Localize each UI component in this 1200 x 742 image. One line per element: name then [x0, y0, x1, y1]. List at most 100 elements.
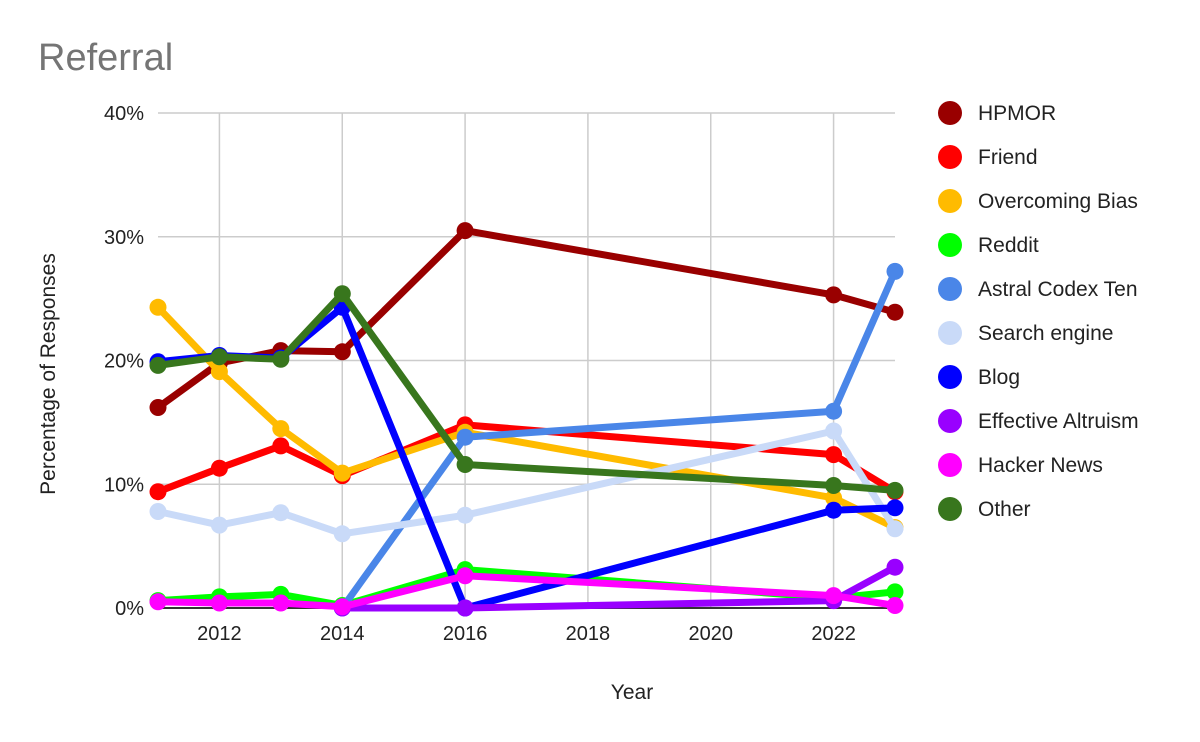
data-point — [825, 489, 843, 507]
data-point — [210, 516, 228, 534]
legend-item: HPMOR — [938, 101, 1056, 125]
legend-swatch — [938, 321, 962, 345]
data-point — [456, 567, 474, 585]
data-point — [149, 483, 167, 501]
legend-swatch — [938, 233, 962, 257]
legend-label: Friend — [978, 146, 1038, 169]
data-point — [886, 558, 904, 576]
legend-item: Other — [938, 497, 1031, 521]
data-point — [272, 420, 290, 438]
data-point — [272, 594, 290, 612]
legend-item: Overcoming Bias — [938, 189, 1138, 213]
data-point — [825, 587, 843, 605]
series-line — [154, 227, 899, 411]
series-hacker-news — [149, 567, 904, 616]
y-axis-ticks: 0% 10% 20% 30% 40% — [104, 103, 144, 620]
data-point — [149, 298, 167, 316]
x-tick-label: 2018 — [566, 623, 611, 645]
y-tick-label: 0% — [115, 598, 144, 620]
data-point — [272, 504, 290, 522]
legend-item: Search engine — [938, 321, 1113, 345]
x-tick-label: 2016 — [443, 623, 488, 645]
data-point — [333, 343, 351, 361]
data-point — [333, 464, 351, 482]
legend-label: Astral Codex Ten — [978, 278, 1138, 301]
data-point — [886, 520, 904, 538]
legend-swatch — [938, 101, 962, 125]
series-hpmor — [149, 222, 904, 416]
legend-label: Blog — [978, 366, 1020, 389]
chart-title: Referral — [38, 37, 173, 79]
legend-item: Friend — [938, 145, 1038, 169]
series-search-engine — [149, 422, 904, 543]
data-point — [333, 285, 351, 303]
data-point — [886, 597, 904, 614]
data-point — [825, 501, 843, 519]
data-point — [210, 594, 228, 612]
data-point — [456, 428, 474, 446]
x-tick-label: 2014 — [320, 623, 365, 645]
data-point — [886, 583, 904, 601]
legend-item: Astral Codex Ten — [938, 277, 1138, 301]
data-point — [825, 477, 843, 494]
series-line — [154, 290, 899, 494]
data-point — [210, 459, 228, 477]
data-point — [825, 402, 843, 420]
x-tick-label: 2020 — [689, 623, 734, 645]
y-axis-label: Percentage of Responses — [37, 253, 60, 495]
data-point — [333, 525, 351, 543]
y-tick-label: 30% — [104, 227, 144, 249]
data-point — [272, 437, 290, 455]
data-point — [456, 599, 474, 617]
legend-item: Effective Altruism — [938, 409, 1139, 433]
legend-swatch — [938, 365, 962, 389]
legend-swatch — [938, 145, 962, 169]
data-point — [149, 399, 167, 416]
data-point — [456, 222, 474, 240]
data-point — [210, 348, 228, 366]
data-point — [456, 506, 474, 524]
legend-label: HPMOR — [978, 102, 1056, 125]
legend-item: Blog — [938, 365, 1020, 389]
legend-label: Reddit — [978, 234, 1039, 257]
legend-swatch — [938, 189, 962, 213]
x-tick-label: 2012 — [197, 623, 242, 645]
data-point — [825, 422, 843, 440]
data-point — [886, 481, 904, 499]
data-point — [825, 446, 843, 464]
data-point — [333, 598, 351, 616]
data-point — [886, 303, 904, 321]
data-point — [149, 503, 167, 520]
series-lines — [149, 222, 904, 617]
data-point — [210, 363, 228, 381]
series-blog — [149, 298, 904, 617]
data-point — [886, 499, 904, 517]
legend-swatch — [938, 453, 962, 477]
legend: HPMOR Friend Overcoming Bias Reddit Astral C… — [938, 101, 1139, 521]
data-point — [149, 593, 167, 611]
data-point — [149, 356, 167, 374]
legend-label: Effective Altruism — [978, 410, 1139, 433]
x-axis-label: Year — [611, 681, 653, 704]
legend-item: Reddit — [938, 233, 1039, 257]
legend-label: Other — [978, 498, 1031, 521]
legend-swatch — [938, 497, 962, 521]
data-point — [456, 456, 474, 473]
y-tick-label: 20% — [104, 351, 144, 373]
y-tick-label: 10% — [104, 474, 144, 496]
legend-swatch — [938, 409, 962, 433]
legend-label: Search engine — [978, 322, 1113, 345]
legend-label: Overcoming Bias — [978, 190, 1138, 213]
x-axis-ticks: 2012 2014 2016 2018 2020 2022 — [197, 623, 856, 645]
data-point — [886, 262, 904, 280]
legend-label: Hacker News — [978, 454, 1103, 477]
x-tick-label: 2022 — [811, 623, 856, 645]
y-tick-label: 40% — [104, 103, 144, 125]
series-line — [338, 563, 899, 612]
data-point — [825, 286, 843, 304]
series-other — [149, 285, 904, 499]
legend-item: Hacker News — [938, 453, 1103, 477]
legend-swatch — [938, 277, 962, 301]
data-point — [272, 350, 290, 368]
